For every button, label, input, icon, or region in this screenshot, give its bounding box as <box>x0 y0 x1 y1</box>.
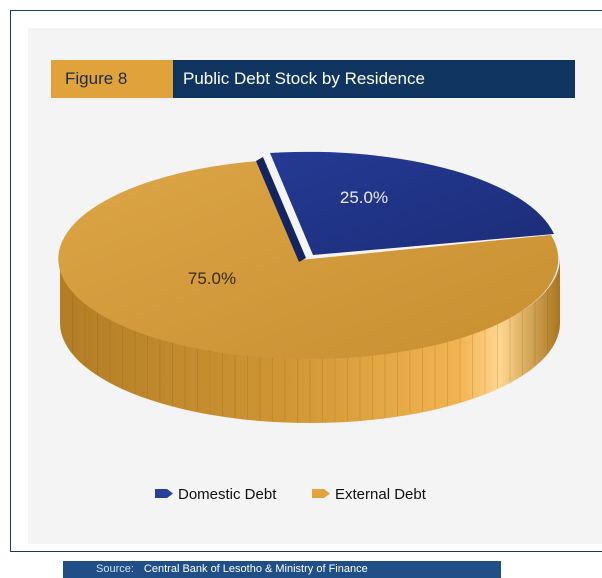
legend: Domestic Debt External Debt <box>155 486 427 503</box>
legend-label-external: External Debt <box>335 486 427 503</box>
slice-domestic-debt <box>270 151 554 255</box>
legend-item-domestic: Domestic Debt <box>155 486 277 503</box>
pie-side-ribs <box>72 289 548 422</box>
data-label-domestic: 25.0% <box>340 188 388 207</box>
legend-label-domestic: Domestic Debt <box>178 486 277 503</box>
slice-domestic-debt-edge <box>256 157 306 262</box>
figure-frame <box>10 10 602 552</box>
source-text: Central Bank of Lesotho & Ministry of Fi… <box>143 563 368 575</box>
source-bar: Source: Central Bank of Lesotho & Ministr… <box>63 561 501 578</box>
legend-swatch-external <box>312 489 330 498</box>
slice-external-debt <box>58 161 559 359</box>
pie-side <box>60 258 560 423</box>
figure-title: Public Debt Stock by Residence <box>173 60 575 98</box>
legend-item-external: External Debt <box>312 486 427 503</box>
legend-swatch-domestic <box>155 489 173 498</box>
source-label: Source: <box>96 563 134 575</box>
figure-number: Figure 8 <box>51 60 173 98</box>
data-label-external: 75.0% <box>188 269 236 288</box>
